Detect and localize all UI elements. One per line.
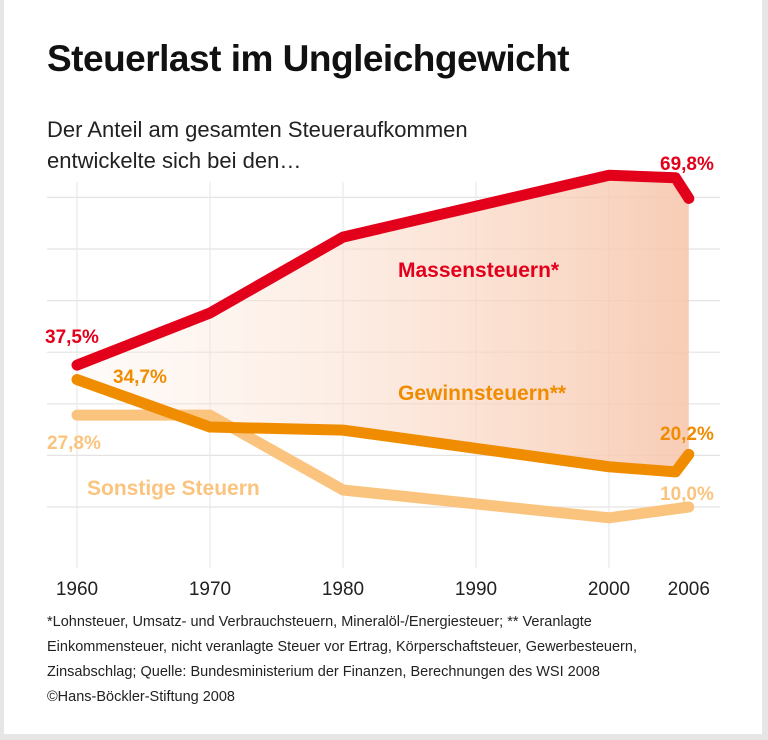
data-label: 69,8%	[660, 154, 714, 175]
series-line-massensteuern	[71, 169, 695, 371]
chart-subtitle: Der Anteil am gesamten Steueraufkommen e…	[47, 114, 468, 176]
x-tick-label: 2006	[668, 579, 710, 600]
footnote-line: Einkommensteuer, nicht veranlagte Steuer…	[47, 639, 637, 655]
footnote: *Lohnsteuer, Umsatz- und Verbrauchsteuer…	[47, 610, 747, 710]
series-label: Sonstige Steuern	[87, 477, 260, 500]
data-label: 20,2%	[660, 424, 714, 445]
x-tick-label: 1990	[455, 579, 497, 600]
source-credit: ©Hans-Böckler-Stiftung 2008	[47, 689, 235, 705]
data-label: 10,0%	[660, 484, 714, 505]
data-label: 34,7%	[113, 367, 167, 388]
series-line-gewinnsteuern	[71, 374, 695, 478]
fill-between-area	[77, 175, 689, 472]
x-tick-label: 1960	[56, 579, 98, 600]
footnote-line: Zinsabschlag; Quelle: Bundesministerium …	[47, 664, 600, 680]
data-label: 37,5%	[45, 327, 99, 348]
series-label: Massensteuern*	[398, 259, 560, 282]
x-tick-label: 1970	[189, 579, 231, 600]
footnote-line: *Lohnsteuer, Umsatz- und Verbrauchsteuer…	[47, 614, 592, 630]
x-tick-label: 2000	[588, 579, 630, 600]
chart-title: Steuerlast im Ungleichgewicht	[47, 38, 570, 79]
series-label: Gewinnsteuern**	[398, 382, 567, 405]
subtitle-line: Der Anteil am gesamten Steueraufkommen	[47, 117, 468, 142]
subtitle-line: entwickelte sich bei den…	[47, 148, 302, 173]
x-tick-label: 1980	[322, 579, 364, 600]
data-label: 27,8%	[47, 433, 101, 454]
